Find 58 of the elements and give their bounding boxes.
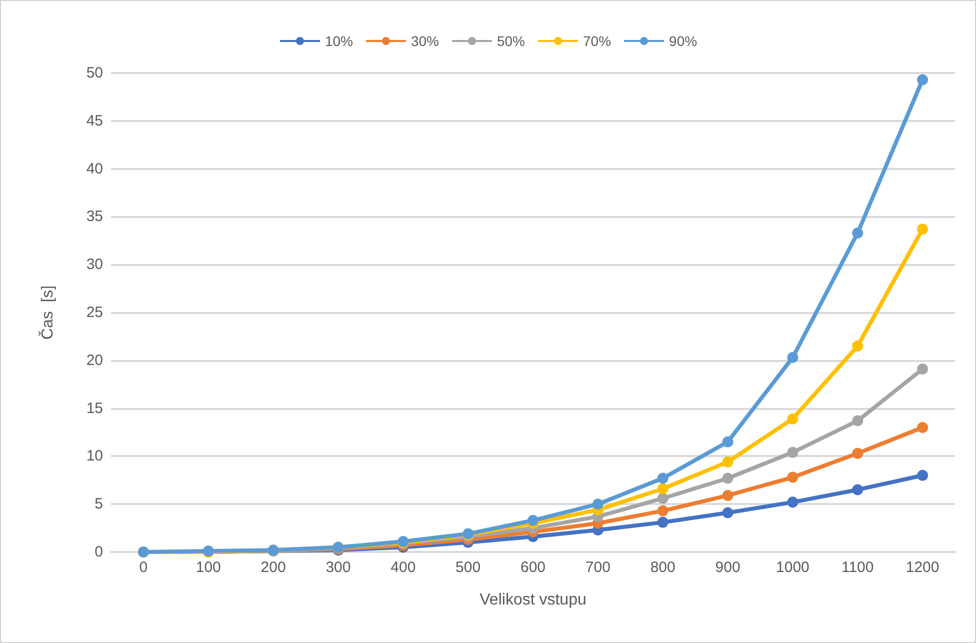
point: [528, 514, 538, 526]
point: [917, 364, 928, 375]
point: [657, 516, 668, 528]
point: [852, 484, 864, 496]
point: [917, 422, 928, 433]
point: [657, 472, 668, 484]
point: [722, 436, 734, 448]
y-tick-label: 30: [86, 256, 103, 274]
point: [722, 456, 734, 468]
legend-label: 70%: [583, 33, 612, 49]
x-tick-label: 200: [260, 559, 286, 576]
x-tick-label: 1100: [841, 559, 874, 576]
point: [787, 472, 798, 483]
x-tick-label: 100: [196, 559, 221, 576]
legend-label: 90%: [669, 33, 698, 49]
x-tick-label: 1000: [776, 559, 810, 576]
point: [787, 496, 798, 508]
point: [917, 74, 928, 86]
y-tick-label: 25: [86, 304, 103, 321]
y-tick-label: 40: [86, 160, 103, 178]
x-tick-label: 300: [326, 559, 351, 576]
point: [722, 472, 734, 484]
x-tick-label: 700: [585, 559, 610, 576]
point: [657, 492, 668, 504]
legend-label: 10%: [324, 33, 353, 49]
point: [787, 413, 798, 424]
x-tick-label: 1200: [906, 559, 940, 576]
point: [722, 507, 734, 518]
y-tick-label: 10: [86, 448, 103, 465]
point: [852, 415, 864, 426]
point: [852, 227, 864, 238]
y-tick-label: 0: [94, 544, 103, 560]
y-tick-label: 20: [86, 352, 103, 369]
point: [657, 483, 668, 494]
point: [852, 340, 864, 352]
point: [917, 470, 928, 481]
x-tick-label: 400: [390, 559, 416, 576]
y-tick-label: 50: [86, 64, 103, 82]
y-tick-label: 15: [86, 400, 103, 417]
y-tick-label: 5: [94, 496, 103, 513]
point: [917, 224, 928, 235]
point: [787, 446, 798, 458]
point: [852, 448, 864, 459]
x-tick-label: 500: [456, 559, 481, 576]
y-tick-label: 35: [86, 208, 103, 226]
x-tick-label: 0: [139, 559, 148, 576]
point: [787, 352, 798, 364]
x-axis-title: Velikost vstupu: [480, 592, 586, 608]
y-tick-label: 45: [86, 112, 103, 130]
x-tick-label: 600: [520, 559, 546, 576]
point: [657, 505, 668, 516]
point: [592, 498, 604, 510]
x-tick-label: 900: [715, 559, 740, 576]
x-tick-label: 800: [650, 559, 676, 576]
point: [722, 490, 734, 501]
legend-label: 50%: [496, 33, 526, 49]
y-axis-title: Čas [s]: [38, 285, 56, 340]
legend-label: 30%: [410, 33, 439, 49]
